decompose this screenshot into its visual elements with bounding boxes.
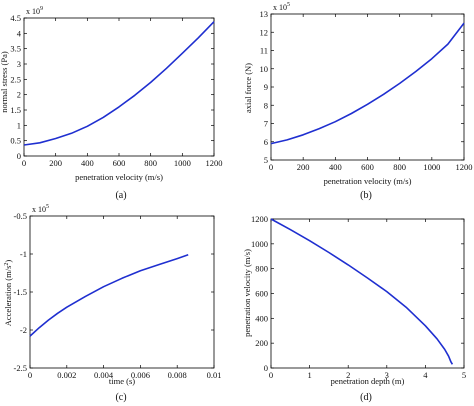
- x-tick-label: 0.004: [94, 370, 114, 380]
- y-tick-label: 10: [260, 64, 269, 74]
- x-axis-label: penetration velocity (m/s): [324, 176, 412, 186]
- x-tick-label: 0: [269, 370, 273, 380]
- x-tick-label: 0.002: [57, 370, 76, 380]
- x-tick-label: 2: [346, 370, 350, 380]
- x-tick-label: 1: [307, 370, 311, 380]
- x-axis-label: time (s): [109, 376, 135, 386]
- axis-exponent: x 105: [273, 2, 290, 12]
- y-tick-label: 13: [260, 9, 269, 19]
- panel-caption: (d): [360, 392, 372, 403]
- y-axis-label: penetration velocity (m/s): [242, 249, 252, 337]
- x-tick-label: 1000: [423, 162, 440, 172]
- y-tick-label: 0: [17, 151, 21, 161]
- chart-panel-b: 0 200 400 600 800 1000 1200 5 6 7 8 9 10 11 12 13 x 105 p…: [243, 2, 473, 201]
- y-tick-label: 600: [255, 289, 268, 299]
- x-tick-label: 0: [22, 158, 26, 168]
- y-tick-label: 1.5: [10, 105, 21, 115]
- y-tick-label: 1200: [251, 214, 268, 224]
- y-tick-label: 6: [264, 137, 268, 147]
- y-tick-label: 0: [264, 363, 268, 373]
- x-tick-label: 0: [28, 370, 32, 380]
- y-tick-label: 200: [255, 338, 268, 348]
- plot-frame: [270, 13, 465, 161]
- y-tick-label: 4: [17, 28, 22, 38]
- y-tick-label: 0.5: [10, 136, 21, 146]
- y-tick-label: 1: [17, 120, 21, 130]
- series-line: [29, 254, 189, 337]
- y-tick-label: 1000: [251, 239, 268, 249]
- x-tick-label: 600: [113, 158, 126, 168]
- y-tick-label: -1.5: [14, 287, 27, 297]
- y-tick-label: 3: [17, 59, 21, 69]
- chart-panel-a: 0 200 400 600 800 1000 1200 0 0.5 1 1.5 2 2.5 3 3.5 4 4.…: [0, 6, 223, 201]
- x-tick-label: 1200: [456, 162, 473, 172]
- y-tick-label: -0.5: [14, 211, 27, 221]
- plot-frame: [23, 17, 215, 157]
- plot-frame: [270, 218, 465, 369]
- plot-frame: [29, 215, 215, 369]
- axis-exponent: x 105: [32, 204, 49, 214]
- x-tick-label: 1000: [174, 158, 191, 168]
- y-tick-label: 8: [264, 100, 268, 110]
- chart-panel-c: 0 0.002 0.004 0.006 0.008 0.01 -2.5 -2 -1.5 -1 -0.…: [3, 204, 221, 403]
- y-tick-label: 2: [17, 90, 21, 100]
- x-tick-label: 800: [144, 158, 157, 168]
- series-line: [270, 22, 465, 145]
- chart-panel-d: 0 1 2 3 4 5 0 200 400 600 800 1000 1200 penetration d…: [242, 214, 466, 403]
- y-tick-label: 3.5: [10, 44, 21, 54]
- x-tick-label: 600: [361, 162, 374, 172]
- x-tick-label: 200: [49, 158, 62, 168]
- x-tick-label: 0.006: [131, 370, 150, 380]
- panel-caption: (a): [115, 190, 126, 201]
- y-tick-label: 4.5: [10, 13, 21, 23]
- y-axis-label: Acceleration (m/s2): [3, 260, 13, 327]
- x-tick-label: 200: [297, 162, 310, 172]
- x-tick-label: 5: [462, 370, 466, 380]
- y-tick-label: 5: [264, 155, 268, 165]
- y-tick-label: 11: [260, 46, 268, 56]
- y-tick-label: -1: [20, 249, 27, 259]
- panel-caption: (b): [360, 190, 372, 201]
- panel-caption: (c): [115, 392, 126, 403]
- y-tick-label: 7: [264, 119, 268, 129]
- y-tick-label: -2: [20, 325, 27, 335]
- x-tick-label: 0: [269, 162, 273, 172]
- y-axis-label: axial force (N): [243, 63, 253, 113]
- series-line: [23, 21, 215, 146]
- x-tick-label: 400: [81, 158, 94, 168]
- x-tick-label: 0.01: [207, 370, 222, 380]
- axis-exponent: x 109: [26, 6, 43, 16]
- x-tick-label: 3: [385, 370, 389, 380]
- y-tick-label: -2.5: [14, 363, 27, 373]
- y-tick-label: 400: [255, 313, 268, 323]
- y-tick-label: 800: [255, 264, 268, 274]
- x-tick-label: 400: [329, 162, 342, 172]
- x-axis-label: penetration depth (m): [331, 376, 405, 386]
- x-tick-label: 800: [393, 162, 406, 172]
- series-line: [270, 218, 454, 365]
- y-axis-label: normal stress (Pa): [0, 51, 9, 113]
- x-tick-label: 1200: [206, 158, 223, 168]
- y-tick-label: 9: [264, 82, 268, 92]
- x-axis-label: penetration velocity (m/s): [75, 172, 163, 182]
- y-tick-label: 2.5: [10, 74, 21, 84]
- x-tick-label: 4: [423, 370, 428, 380]
- y-tick-label: 12: [260, 27, 269, 37]
- x-tick-label: 0.008: [168, 370, 187, 380]
